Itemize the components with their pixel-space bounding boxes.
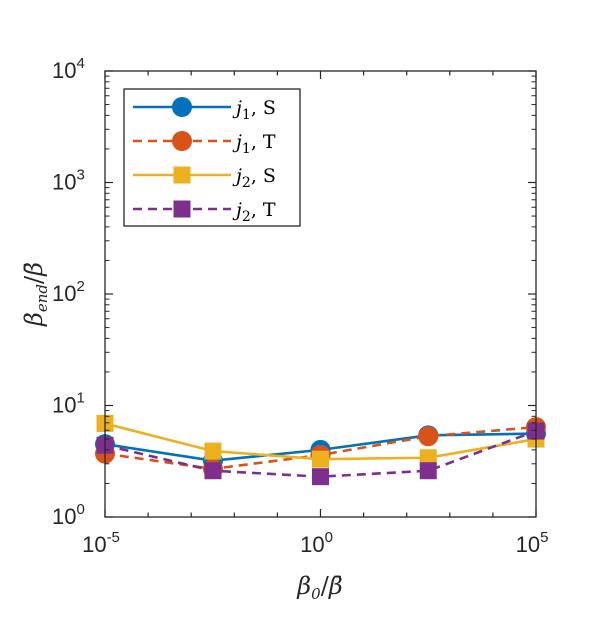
- y-tick-exp: 4: [76, 55, 84, 72]
- x-tick-exp: 0: [325, 529, 333, 546]
- x-label-tail: β̄: [328, 572, 343, 600]
- data-point: [419, 462, 437, 480]
- legend-marker: [173, 166, 191, 184]
- x-label-main: β: [296, 572, 311, 600]
- x-tick-label: 105: [516, 529, 549, 557]
- data-point: [312, 450, 329, 468]
- x-tick-label: 100: [300, 529, 333, 557]
- y-tick-base: 10: [52, 281, 76, 306]
- y-label-sub: end: [33, 284, 51, 312]
- x-tick-label: 10-5: [82, 529, 120, 557]
- x-tick-base: 10: [516, 532, 540, 557]
- y-label-sep: /: [20, 275, 48, 284]
- x-label-sep: /: [321, 572, 330, 600]
- legend-marker: [172, 97, 192, 117]
- y-tick-label: 104: [52, 55, 85, 83]
- legend-label: j1, S: [232, 97, 276, 123]
- legend-label: j1, T: [232, 131, 276, 157]
- y-tick-label: 102: [52, 278, 85, 306]
- x-label-sub: 0: [311, 585, 321, 603]
- y-tick-exp: 0: [76, 501, 84, 518]
- legend-label: j2, T: [232, 199, 276, 225]
- y-tick-exp: 3: [76, 167, 84, 184]
- y-tick-base: 10: [52, 504, 76, 529]
- series-3: [96, 414, 545, 468]
- x-tick-base: 10: [82, 532, 106, 557]
- y-tick-exp: 2: [76, 278, 84, 295]
- y-tick-base: 10: [52, 393, 76, 418]
- y-tick-label: 101: [52, 390, 85, 418]
- data-point: [418, 426, 439, 447]
- legend-entry: j1, S: [133, 97, 276, 123]
- data-point: [419, 449, 437, 467]
- legend-box: [123, 88, 301, 227]
- x-tick-exp: 5: [540, 529, 548, 546]
- data-point: [204, 442, 222, 460]
- axes-box: [104, 70, 537, 518]
- y-label-tail: β̄: [20, 262, 48, 277]
- y-tick-label: 103: [52, 167, 85, 195]
- legend-entry: j1, T: [133, 131, 276, 157]
- legend: j1, S j1, T j2, S j2, T: [123, 88, 301, 227]
- legend-entry: j2, S: [133, 165, 276, 191]
- data-point: [312, 468, 329, 486]
- legend-entries: j1, S j1, T j2, S j2, T: [133, 97, 276, 225]
- x-tick-base: 10: [300, 532, 324, 557]
- legend-marker: [173, 200, 191, 218]
- x-tick-exp: -5: [107, 529, 120, 546]
- y-tick-exp: 1: [76, 390, 84, 407]
- x-axis-label: β0/β̄: [296, 572, 342, 603]
- y-tick-base: 10: [52, 170, 76, 195]
- y-label-main: β: [20, 312, 48, 327]
- y-tick-base: 10: [52, 58, 76, 83]
- y-axis-label: βend/β̄: [20, 262, 51, 327]
- data-point: [204, 462, 222, 480]
- y-tick-label: 100: [52, 501, 85, 529]
- legend-label: j2, S: [232, 165, 276, 191]
- legend-entry: j2, T: [133, 199, 276, 225]
- legend-marker: [172, 131, 192, 151]
